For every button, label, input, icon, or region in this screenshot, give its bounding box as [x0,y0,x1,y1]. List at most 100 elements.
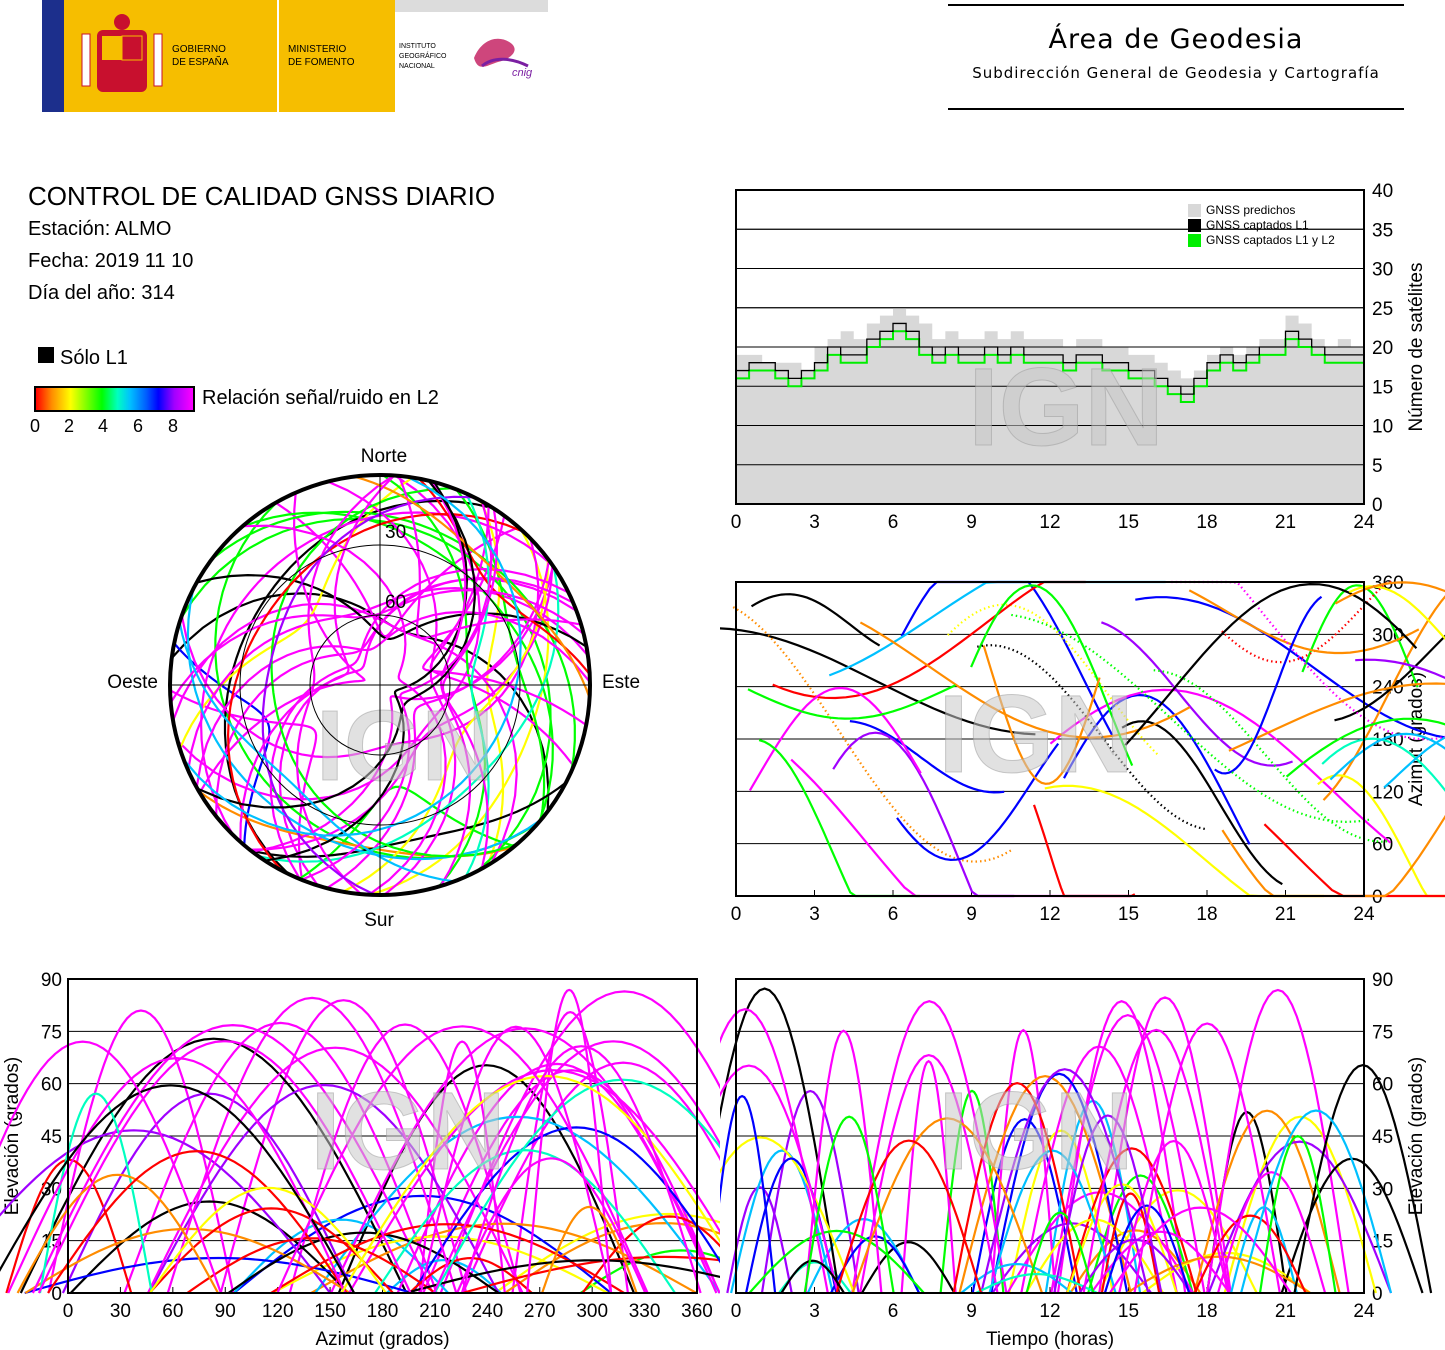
y-tick-label: 45 [41,1127,62,1148]
y-tick-label: 15 [1372,1232,1393,1253]
y-tick-label: 60 [1372,835,1393,856]
gov-line2: DE ESPAÑA [172,55,229,68]
elevation-track [16,1173,219,1294]
elevation-time-track [1050,1013,1206,1294]
east-label: Este [602,672,640,693]
sky-track [170,689,318,881]
ring-label-30: 30 [385,522,406,543]
header-logos: GOBIERNO DE ESPAÑA MINISTERIO DE FOMENTO… [42,0,548,112]
x-tick-label: 300 [576,1301,608,1322]
y-tick-label: 0 [1372,495,1383,516]
elevation-time-track [1108,1206,1292,1294]
elevation-time-track [900,1059,957,1294]
x-tick-label: 0 [731,512,742,530]
elevation-time-track [1240,1109,1393,1294]
y-tick-label: 90 [41,970,62,991]
elevation-time-track [835,1139,983,1294]
azimuth-track [1263,823,1445,898]
elevation-time-track [1118,1139,1230,1294]
coat-of-arms-icon [81,14,163,92]
sky-track [301,501,493,881]
x-tick-label: 24 [1353,1301,1375,1322]
x-tick-label: 12 [1039,512,1060,530]
west-label: Oeste [107,672,158,693]
elevation-time-track [720,987,841,1294]
x-axis-label: Tiempo (horas) [986,1329,1114,1350]
y-axis-label: Azimut (grados) [1406,672,1427,806]
y-tick-label: 25 [1372,299,1393,320]
elevation-time-tracks [720,987,1433,1294]
y-axis-label: Elevación (grados) [2,1057,23,1215]
elevation-track [581,1215,720,1294]
x-axis-label: Azimut (grados) [315,1329,449,1350]
area-title: Área de Geodesia [1048,24,1304,55]
header-bottom-rule [948,108,1404,110]
azimuth-track [1221,580,1394,664]
y-axis-label: Número de satélites [1406,263,1427,432]
elevation-track [348,1069,720,1294]
elevation-time-track [803,1115,895,1294]
y-tick-label: 120 [1372,782,1404,803]
elevation-track [541,1205,638,1294]
plot-border [735,189,1365,505]
elevation-track [186,1237,437,1294]
elevation-time-track [861,1241,956,1294]
y-tick-label: 35 [1372,220,1393,241]
azimuth-track [977,644,1207,831]
sky-track [258,566,560,863]
x-tick-label: 6 [888,512,899,530]
sky-track [198,492,366,794]
y-tick-label: 0 [51,1284,62,1305]
elevation-time-track [1103,1204,1191,1294]
elevation-time-track [939,1089,1005,1294]
y-tick-label: 0 [1372,1284,1383,1305]
y-tick-label: 75 [1372,1022,1393,1043]
elevation-track [526,988,613,1294]
x-tick-label: 240 [471,1301,503,1322]
azimuth-track [750,593,881,647]
elevation-time-track [748,1229,925,1294]
elevation-track [460,1045,702,1294]
x-tick-label: 0 [731,1301,742,1322]
azimuth-track [1329,732,1445,781]
ign-line1: INSTITUTO [399,43,436,50]
report-title: CONTROL DE CALIDAD GNSS DIARIO [28,181,496,211]
x-tick-label: 21 [1275,512,1296,530]
x-tick-label: 0 [63,1301,74,1322]
y-tick-label: 15 [1372,377,1393,398]
elevation-time-track [720,1136,856,1294]
x-tick-label: 18 [1196,512,1217,530]
legend-swatch [1188,234,1201,247]
elevation-track [227,1231,500,1294]
legend-entry: GNSS predichos [1206,203,1295,217]
ministerio-logo-bg [278,0,395,112]
elevation-track [149,1186,387,1294]
elevation-track [418,1040,506,1294]
elevation-time-track [1206,988,1350,1294]
elevation-track [456,1157,647,1294]
elevation-track [37,1040,412,1294]
ign-watermark: IGN [938,673,1134,796]
azimuth-track [970,584,1134,767]
elevation-track [511,1010,629,1294]
elevation-time-track [780,1259,845,1294]
azimuth-track [772,580,1086,700]
eu-flag-strip [42,0,64,112]
min-line2: DE FOMENTO [288,57,355,68]
elevation-time-track [980,1068,1150,1294]
elevation-track [408,1256,533,1294]
x-tick-label: 9 [966,904,977,925]
series-l1-line [736,322,1365,395]
elevation-time-track [726,1186,793,1294]
legend-entry: GNSS captados L1 y L2 [1206,233,1335,247]
sky-track [178,621,455,883]
x-tick-label: 18 [1196,904,1217,925]
x-tick-label: 9 [966,512,977,530]
sky-track [241,511,554,823]
skyplot-chart: IGN Norte Sur Oeste Este 30 60 [107,446,640,931]
azimuth-track [1334,581,1445,605]
elevation-track [147,1046,524,1294]
y-tick-label: 0 [1372,887,1383,908]
azimuth-track [1228,682,1445,752]
